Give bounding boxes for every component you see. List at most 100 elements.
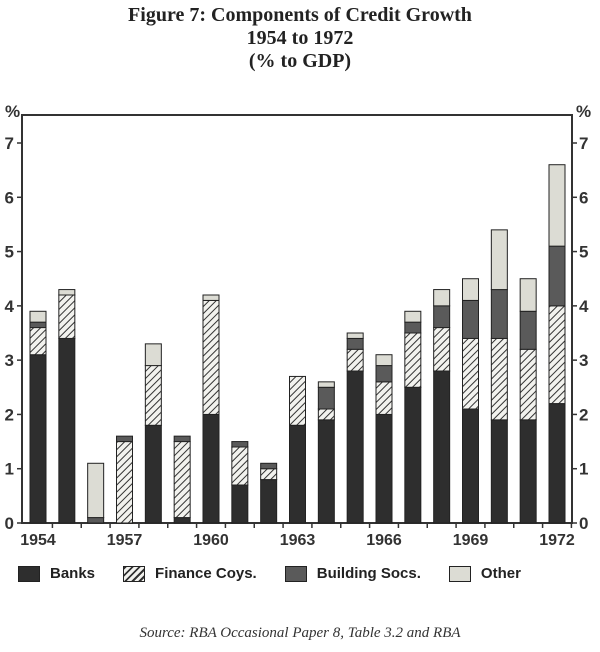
bar-segment-building-socs-1967 xyxy=(404,321,422,334)
bar-segment-finance-coys-1963 xyxy=(289,375,306,426)
bar-segment-banks-1960 xyxy=(202,413,220,524)
bar-segment-banks-1955 xyxy=(58,337,76,524)
bar-segment-banks-1972 xyxy=(548,403,566,524)
legend-swatch xyxy=(18,565,40,582)
y-tick-label-right: 1 xyxy=(579,460,588,479)
legend-label: Other xyxy=(480,565,521,582)
bar-segment-finance-coys-1967 xyxy=(404,332,422,388)
bar-segment-building-socs-1957 xyxy=(116,435,133,443)
bar-segment-finance-coys-1960 xyxy=(202,299,220,415)
bar-segment-finance-coys-1968 xyxy=(433,327,451,372)
bar-segment-building-socs-1964 xyxy=(317,386,335,410)
y-axis-label-left: % xyxy=(5,102,20,121)
x-tick-label: 1972 xyxy=(539,532,575,549)
bar-segment-other-1965 xyxy=(346,332,364,339)
bar-segment-other-1972 xyxy=(548,164,566,247)
bar-segment-banks-1962 xyxy=(260,479,278,524)
y-tick-label-left: 7 xyxy=(5,134,14,153)
y-axis-label-right: % xyxy=(576,102,591,121)
bar-segment-finance-coys-1955 xyxy=(58,294,76,339)
bar-segment-finance-coys-1965 xyxy=(346,348,364,372)
bar-segment-finance-coys-1970 xyxy=(490,337,508,421)
bar-segment-finance-coys-1971 xyxy=(519,348,537,421)
x-tick-label: 1963 xyxy=(280,532,316,549)
legend-swatch xyxy=(284,565,307,582)
chart-subtitle: 1954 to 1972 xyxy=(246,27,354,49)
bar-segment-banks-1968 xyxy=(433,370,451,524)
legend-item-finance: Finance Coys. xyxy=(123,565,257,582)
bar-segment-other-1955 xyxy=(58,289,76,296)
source-note: Source: RBA Occasional Paper 8, Table 3.… xyxy=(139,625,461,641)
bar-segment-banks-1966 xyxy=(375,413,393,524)
bar-segment-other-1967 xyxy=(404,310,422,323)
bar-segment-building-socs-1965 xyxy=(346,337,364,350)
bar-segment-building-socs-1968 xyxy=(433,305,451,329)
x-tick-label: 1966 xyxy=(366,532,402,549)
bar-segment-other-1970 xyxy=(490,229,508,291)
bar-segment-building-socs-1972 xyxy=(548,245,566,307)
x-tick-label: 1960 xyxy=(193,532,229,549)
bar-segment-finance-coys-1961 xyxy=(231,446,249,486)
bar-segment-other-1954 xyxy=(29,310,47,323)
chart-title: Figure 7: Components of Credit Growth xyxy=(128,4,472,26)
y-tick-label-right: 0 xyxy=(579,514,588,533)
bar-segment-banks-1958 xyxy=(144,424,162,524)
bar-segment-banks-1970 xyxy=(490,419,508,524)
bar-segment-finance-coys-1958 xyxy=(144,365,162,426)
x-tick-label: 1957 xyxy=(107,532,143,549)
y-tick-label-left: 1 xyxy=(5,460,14,479)
bar-segment-other-1958 xyxy=(144,343,162,367)
bar-segment-building-socs-1962 xyxy=(260,462,278,470)
y-tick-label-left: 2 xyxy=(5,405,14,424)
bar-segment-banks-1959 xyxy=(173,517,191,524)
bar-segment-building-socs-1969 xyxy=(462,299,479,339)
chart-units: (% to GDP) xyxy=(248,50,352,72)
bar-segment-building-socs-1956 xyxy=(87,517,105,524)
bar-segment-building-socs-1961 xyxy=(231,441,249,448)
legend-label: Building Socs. xyxy=(316,565,421,582)
bar-segment-other-1969 xyxy=(462,278,479,301)
bar-segment-finance-coys-1959 xyxy=(173,441,191,519)
y-tick-label-left: 4 xyxy=(5,297,15,316)
bar-segment-other-1968 xyxy=(433,289,451,307)
legend-item-banks: Banks xyxy=(18,565,95,582)
y-tick-label-right: 6 xyxy=(579,188,588,207)
bar-segment-finance-coys-1969 xyxy=(462,337,479,410)
bar-segment-banks-1971 xyxy=(519,419,537,524)
legend-label: Finance Coys. xyxy=(155,565,257,582)
x-tick-label: 1969 xyxy=(453,532,489,549)
bar-segment-banks-1954 xyxy=(29,354,47,524)
bar-segment-banks-1964 xyxy=(317,419,335,524)
bar-segment-banks-1963 xyxy=(289,424,306,524)
bar-segment-building-socs-1954 xyxy=(29,321,47,329)
y-tick-label-left: 3 xyxy=(5,351,14,370)
y-tick-label-left: 0 xyxy=(5,514,14,533)
bar-segment-finance-coys-1966 xyxy=(375,381,393,415)
chart-plot: 0 0 1 1 2 2 3 3 4 4 5 5 6 6 7 7% % 1954 1957 1960 1963 1966 19… xyxy=(5,102,592,549)
bar-segment-finance-coys-1957 xyxy=(116,441,133,524)
y-tick-label-right: 3 xyxy=(579,351,588,370)
bar-segment-banks-1965 xyxy=(346,370,364,524)
bar-segment-other-1956 xyxy=(87,462,105,519)
y-tick-label-right: 2 xyxy=(579,405,588,424)
bar-segment-other-1964 xyxy=(317,381,335,388)
bar-segment-building-socs-1959 xyxy=(173,435,191,443)
y-tick-label-right: 4 xyxy=(579,297,589,316)
legend-label: Banks xyxy=(50,565,96,582)
bar-segment-building-socs-1966 xyxy=(375,365,393,383)
y-tick-label-right: 7 xyxy=(579,134,588,153)
bar-segment-building-socs-1970 xyxy=(490,289,508,339)
bar-segment-banks-1969 xyxy=(462,408,479,524)
legend-swatch xyxy=(448,565,471,582)
legend-item-other: Other xyxy=(448,565,521,582)
bar-segment-banks-1961 xyxy=(231,484,249,524)
bar-segment-other-1960 xyxy=(202,294,220,301)
bar-segment-finance-coys-1972 xyxy=(548,305,566,405)
bar-segment-other-1971 xyxy=(519,278,537,312)
bar-segment-finance-coys-1964 xyxy=(317,408,335,421)
bar-segment-finance-coys-1954 xyxy=(29,327,47,356)
y-tick-label-left: 6 xyxy=(5,188,14,207)
legend-swatch xyxy=(123,565,146,582)
legend-item-building: Building Socs. xyxy=(284,565,421,582)
bar-segment-building-socs-1971 xyxy=(519,310,537,350)
